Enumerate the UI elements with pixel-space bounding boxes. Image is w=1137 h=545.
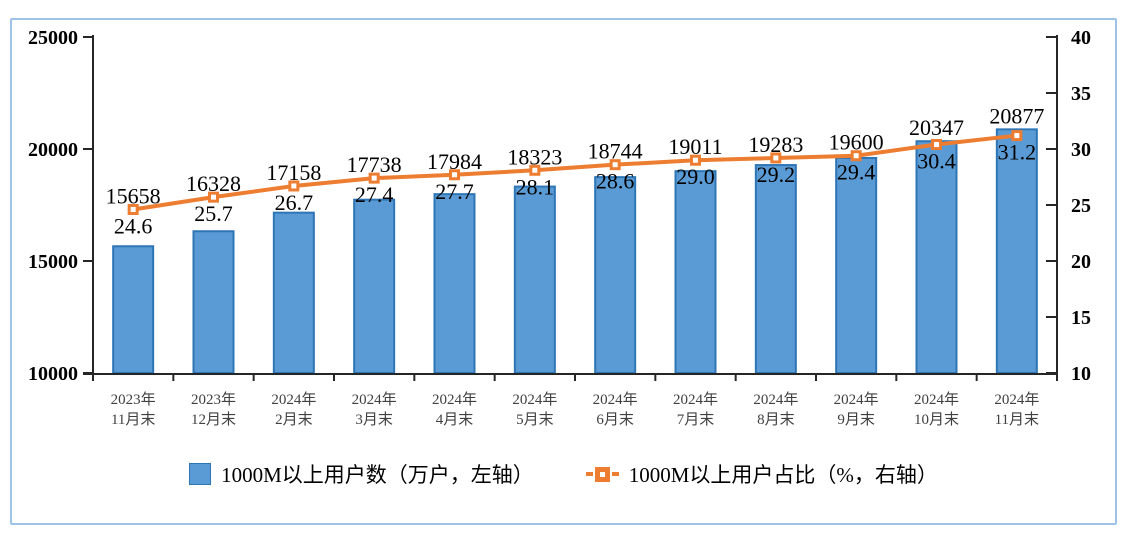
line-value-label: 27.7 <box>435 179 474 204</box>
line-value-label: 29.0 <box>676 164 715 189</box>
line-value-label: 29.2 <box>757 162 796 187</box>
x-axis-label: 2024年 6月末 <box>593 391 638 428</box>
x-axis-label: 2024年 5月末 <box>512 391 557 428</box>
x-axis-label: 2024年 2月末 <box>271 391 316 428</box>
line-dash-icon <box>611 472 619 476</box>
bar-value-label: 17738 <box>347 152 402 177</box>
bar-value-label: 17984 <box>427 149 482 174</box>
line-marker-center <box>773 155 779 161</box>
x-axis-label: 2024年 4月末 <box>432 391 477 428</box>
line-series <box>132 133 1018 212</box>
line-marker-center <box>934 142 939 148</box>
bar <box>915 140 958 374</box>
right-axis-tick-label: 15 <box>1071 307 1091 329</box>
x-axis-label: 2024年 11月末 <box>994 391 1039 428</box>
bar-series-swatch-icon <box>189 463 212 485</box>
legend-label-users: 1000M以上用户数（万户，左轴） <box>221 463 534 487</box>
right-axis-tick-label: 25 <box>1071 195 1091 217</box>
x-axis-label: 2024年 9月末 <box>834 391 879 428</box>
line-value-label: 25.7 <box>194 201 233 226</box>
bar-value-label: 20877 <box>989 103 1044 128</box>
line-dash-icon <box>585 472 593 476</box>
legend: 1000M以上用户数（万户，左轴） 1000M以上用户占比（%，右轴） <box>10 457 1117 491</box>
line-marker-center <box>211 194 216 200</box>
x-axis-label: 2024年 10月末 <box>914 391 959 428</box>
bar <box>513 185 556 374</box>
bar <box>835 156 878 374</box>
left-axis-tick-label: 20000 <box>28 139 78 161</box>
legend-item-users: 1000M以上用户数（万户，左轴） <box>189 459 534 489</box>
left-axis-tick-label: 10000 <box>28 363 78 385</box>
line-value-label: 24.6 <box>114 213 153 238</box>
line-marker-center <box>1014 133 1020 139</box>
line-value-label: 28.1 <box>516 174 555 199</box>
bar <box>192 230 235 374</box>
x-axis-label: 2024年 7月末 <box>673 391 718 428</box>
line-value-label: 30.4 <box>917 149 956 174</box>
bar-value-label: 18744 <box>588 139 643 164</box>
bar-value-label: 18323 <box>507 144 562 169</box>
x-axis-label: 2023年 11月末 <box>111 391 156 428</box>
right-axis-tick-label: 30 <box>1071 139 1091 161</box>
bar <box>433 193 476 374</box>
bar <box>353 198 396 374</box>
line-value-label: 26.7 <box>275 190 314 215</box>
legend-label-ratio: 1000M以上用户占比（%，右轴） <box>628 463 938 487</box>
bar <box>674 170 717 374</box>
left-axis-tick-label: 15000 <box>28 251 78 273</box>
line-series-swatch-icon <box>585 466 619 482</box>
right-axis-tick-label: 40 <box>1071 27 1091 49</box>
line-marker-center <box>371 175 377 181</box>
bar <box>272 211 315 374</box>
line-marker-icon <box>594 466 610 482</box>
bar-value-label: 19011 <box>668 134 722 159</box>
line-value-label: 31.2 <box>998 140 1037 165</box>
line-marker-center <box>612 162 618 168</box>
x-axis-label: 2024年 3月末 <box>352 391 397 428</box>
line-value-label: 28.6 <box>596 169 635 194</box>
bar <box>995 128 1038 374</box>
bar-value-label: 19283 <box>748 132 803 157</box>
line-marker-center <box>291 183 297 189</box>
bar <box>754 164 797 374</box>
bar <box>594 176 637 374</box>
line-value-label: 29.4 <box>837 160 876 185</box>
legend-item-ratio: 1000M以上用户占比（%，右轴） <box>585 459 938 489</box>
line-marker-center <box>532 167 538 173</box>
bar <box>112 245 155 374</box>
line-marker-center <box>853 153 859 159</box>
bar-value-label: 15658 <box>106 183 161 208</box>
x-axis-label: 2023年 12月末 <box>191 391 236 428</box>
line-marker-center <box>452 172 457 178</box>
line-marker-center <box>693 157 698 163</box>
right-axis-tick-label: 35 <box>1071 83 1091 105</box>
bar-value-label: 19600 <box>829 130 884 155</box>
line-value-label: 27.4 <box>355 182 394 207</box>
left-axis-tick-label: 25000 <box>28 27 78 49</box>
line-marker-center <box>130 206 136 212</box>
bar-value-label: 20347 <box>909 115 964 140</box>
bar-value-label: 16328 <box>186 171 241 196</box>
right-axis-tick-label: 20 <box>1071 251 1091 273</box>
right-axis-tick-label: 10 <box>1071 363 1091 385</box>
bar-value-label: 17158 <box>266 160 321 185</box>
x-axis-label: 2024年 8月末 <box>753 391 798 428</box>
